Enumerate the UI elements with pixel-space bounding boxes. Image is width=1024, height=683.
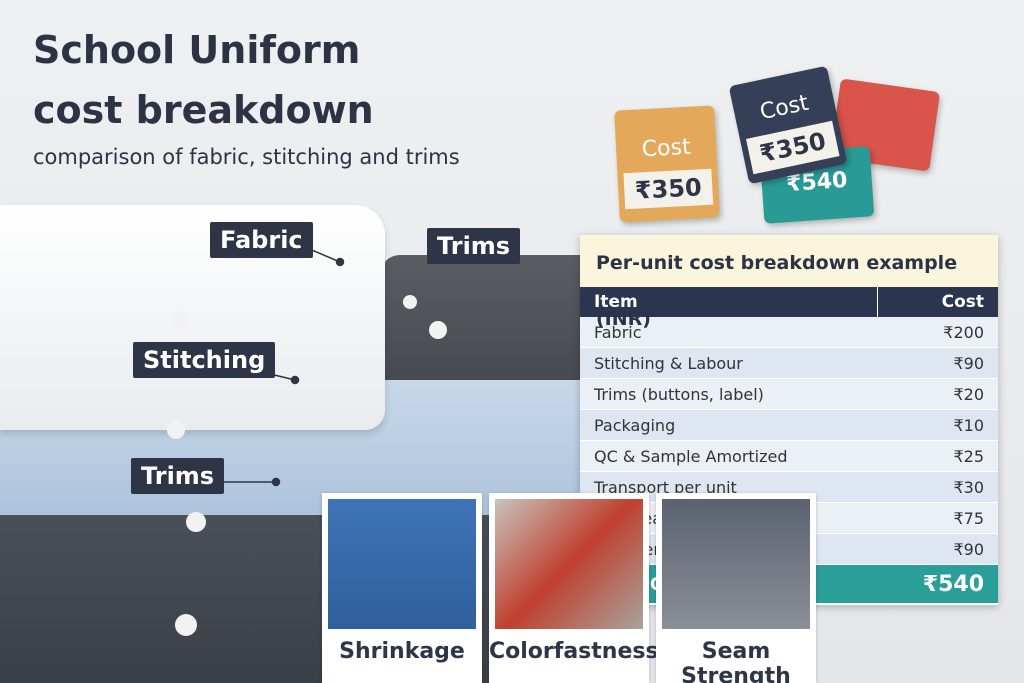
- table-cell: ₹90: [953, 353, 984, 373]
- table-cell: ₹10: [953, 415, 984, 435]
- tag: Cost ₹350: [728, 65, 848, 185]
- table-row: Stitching & Labour ₹90: [580, 347, 998, 379]
- table-cell: ₹20: [953, 384, 984, 404]
- tag-price: ₹350: [746, 120, 840, 175]
- tag-price: ₹350: [623, 168, 714, 210]
- table-cell: ₹25: [953, 446, 984, 466]
- test-caption: Seam Strength: [681, 639, 791, 683]
- table-title: Per-unit cost breakdown example (INR): [580, 235, 998, 330]
- tag-label: Cost: [641, 134, 692, 163]
- table-cell: ₹200: [943, 322, 984, 342]
- column-header: Item: [594, 292, 638, 312]
- column-header: Cost: [877, 287, 998, 317]
- test-panel: Shrinkage: [322, 493, 482, 683]
- test-image: [495, 499, 643, 629]
- table-cell: Stitching & Labour: [594, 353, 743, 373]
- callout: Trims: [427, 228, 521, 264]
- title: School Uniform: [33, 28, 361, 72]
- table-cell: Trims (buttons, label): [594, 384, 764, 404]
- test-panel: Seam Strength: [656, 493, 816, 683]
- table-cell: Fabric: [594, 322, 642, 342]
- test-image: [328, 499, 476, 629]
- table-row: Fabric ₹200: [580, 317, 998, 348]
- test-panel: Colorfastness: [489, 493, 659, 683]
- table-cell: QC & Sample Amortized: [594, 446, 788, 466]
- tag: Cost ₹350: [614, 105, 720, 223]
- total-value: ₹540: [922, 571, 984, 597]
- white-shirt: [0, 205, 385, 430]
- title: cost breakdown: [33, 88, 374, 132]
- table-row: QC & Sample Amortized ₹25: [580, 440, 998, 472]
- callout: Trims: [131, 458, 225, 494]
- callout: Fabric: [210, 222, 313, 258]
- table-cell: Packaging: [594, 415, 676, 435]
- table-row: Trims (buttons, label) ₹20: [580, 378, 998, 410]
- test-image: [662, 499, 810, 629]
- table-row: Packaging ₹10: [580, 409, 998, 441]
- table-cell: ₹75: [953, 508, 984, 528]
- table-cell: Transport per unit: [594, 477, 737, 497]
- test-caption: Shrinkage: [339, 639, 465, 664]
- test-caption: Colorfastness: [489, 639, 659, 664]
- table-cell: ₹90: [953, 539, 984, 559]
- table-cell: ₹30: [953, 477, 984, 497]
- subtitle: comparison of fabric, stitching and trim…: [33, 145, 460, 169]
- callout: Stitching: [133, 342, 276, 378]
- header-row: Item Cost: [580, 287, 998, 317]
